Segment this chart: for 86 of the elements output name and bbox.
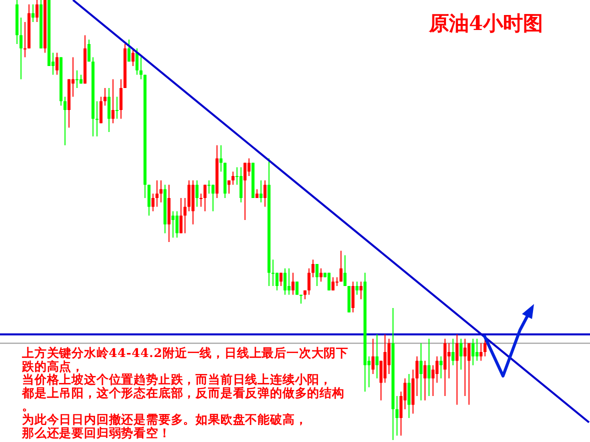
candlestick — [188, 180, 190, 212]
candlestick — [320, 268, 322, 282]
candlestick — [240, 166, 242, 203]
candlestick — [440, 356, 442, 379]
candlestick — [220, 144, 222, 172]
candlestick — [336, 276, 338, 286]
candlestick — [436, 356, 438, 384]
candlestick — [120, 78, 122, 120]
candlestick — [20, 17, 22, 80]
annotation: 那么还是要回归弱势看空！ — [21, 426, 171, 440]
candlestick — [176, 210, 178, 238]
candlestick — [136, 48, 138, 76]
candlestick — [228, 180, 230, 194]
candlestick — [376, 334, 378, 379]
candlestick — [116, 96, 118, 120]
annotation: 都是上吊阳，这个形态在底部，反而是看反弹的做多的结构。 — [21, 386, 344, 414]
candlestick — [36, 0, 38, 22]
candlestick — [308, 268, 310, 296]
candlestick — [260, 180, 262, 203]
candlestick — [352, 281, 354, 313]
candlestick — [200, 193, 202, 208]
candlestick — [196, 180, 198, 208]
candlestick — [280, 272, 282, 286]
candlestick — [408, 374, 410, 418]
candlestick — [32, 4, 34, 22]
candlestick — [104, 88, 106, 106]
candlestick — [484, 338, 486, 357]
candlestick — [456, 334, 458, 406]
candlestick — [480, 342, 482, 362]
candlestick — [24, 22, 26, 58]
candlestick — [340, 250, 342, 282]
candlestick — [56, 52, 58, 76]
candlestick — [108, 88, 110, 132]
candlestick — [128, 39, 130, 62]
candlestick — [472, 338, 474, 366]
candlestick — [284, 268, 286, 296]
candlestick — [96, 100, 98, 137]
candlestick — [172, 210, 174, 238]
candlestick — [316, 264, 318, 286]
candlestick — [476, 338, 478, 362]
candlestick — [204, 184, 206, 212]
candlestick — [464, 338, 466, 396]
candlestick — [372, 338, 374, 374]
candlestick — [432, 364, 434, 396]
candlestick — [288, 268, 290, 296]
text: 原油4小时图 — [428, 11, 543, 35]
candlestick — [184, 198, 186, 234]
candlestick — [100, 96, 102, 124]
candlestick — [64, 96, 66, 146]
candlestick — [452, 338, 454, 366]
candlestick — [332, 276, 334, 291]
candlestick — [160, 180, 162, 203]
candlestick — [232, 171, 234, 186]
candlestick — [428, 338, 430, 396]
candlestick — [156, 180, 158, 208]
candlestick — [312, 259, 314, 278]
candlestick — [420, 342, 422, 401]
candlestick — [388, 338, 390, 374]
candlestick — [148, 184, 150, 216]
candlestick — [272, 259, 274, 286]
candlestick — [276, 272, 278, 291]
candlestick — [468, 342, 470, 406]
candlestick — [180, 198, 182, 234]
candlestick — [88, 39, 90, 62]
candlestick — [360, 281, 362, 300]
candlestick — [424, 360, 426, 401]
candlestick — [140, 56, 142, 80]
candlestick — [292, 272, 294, 296]
annotation: 为此今日日内回撤还是需要多。如果欧盘不能破高， — [22, 412, 308, 426]
candlestick — [132, 48, 134, 66]
candlestick — [212, 184, 214, 212]
candlestick — [112, 78, 114, 124]
candlestick — [208, 180, 210, 194]
candlestick — [264, 180, 266, 208]
candlestick — [460, 338, 462, 370]
candlestick — [448, 342, 450, 379]
annotation: 当价格上坡这个位置趋势止跌，而当前日线上连续小阳， — [22, 372, 332, 387]
candlestick — [76, 70, 78, 88]
candlestick — [416, 356, 418, 396]
candlestick — [248, 158, 250, 176]
annotation: 上方关键分水岭44-44.2附近一线，日线上最后一次大阴下跌的高点， — [21, 346, 349, 374]
candlestick — [244, 162, 246, 220]
candlestick — [396, 396, 398, 436]
candlestick — [356, 281, 358, 296]
candlestick — [152, 193, 154, 212]
candlestick — [344, 254, 346, 286]
